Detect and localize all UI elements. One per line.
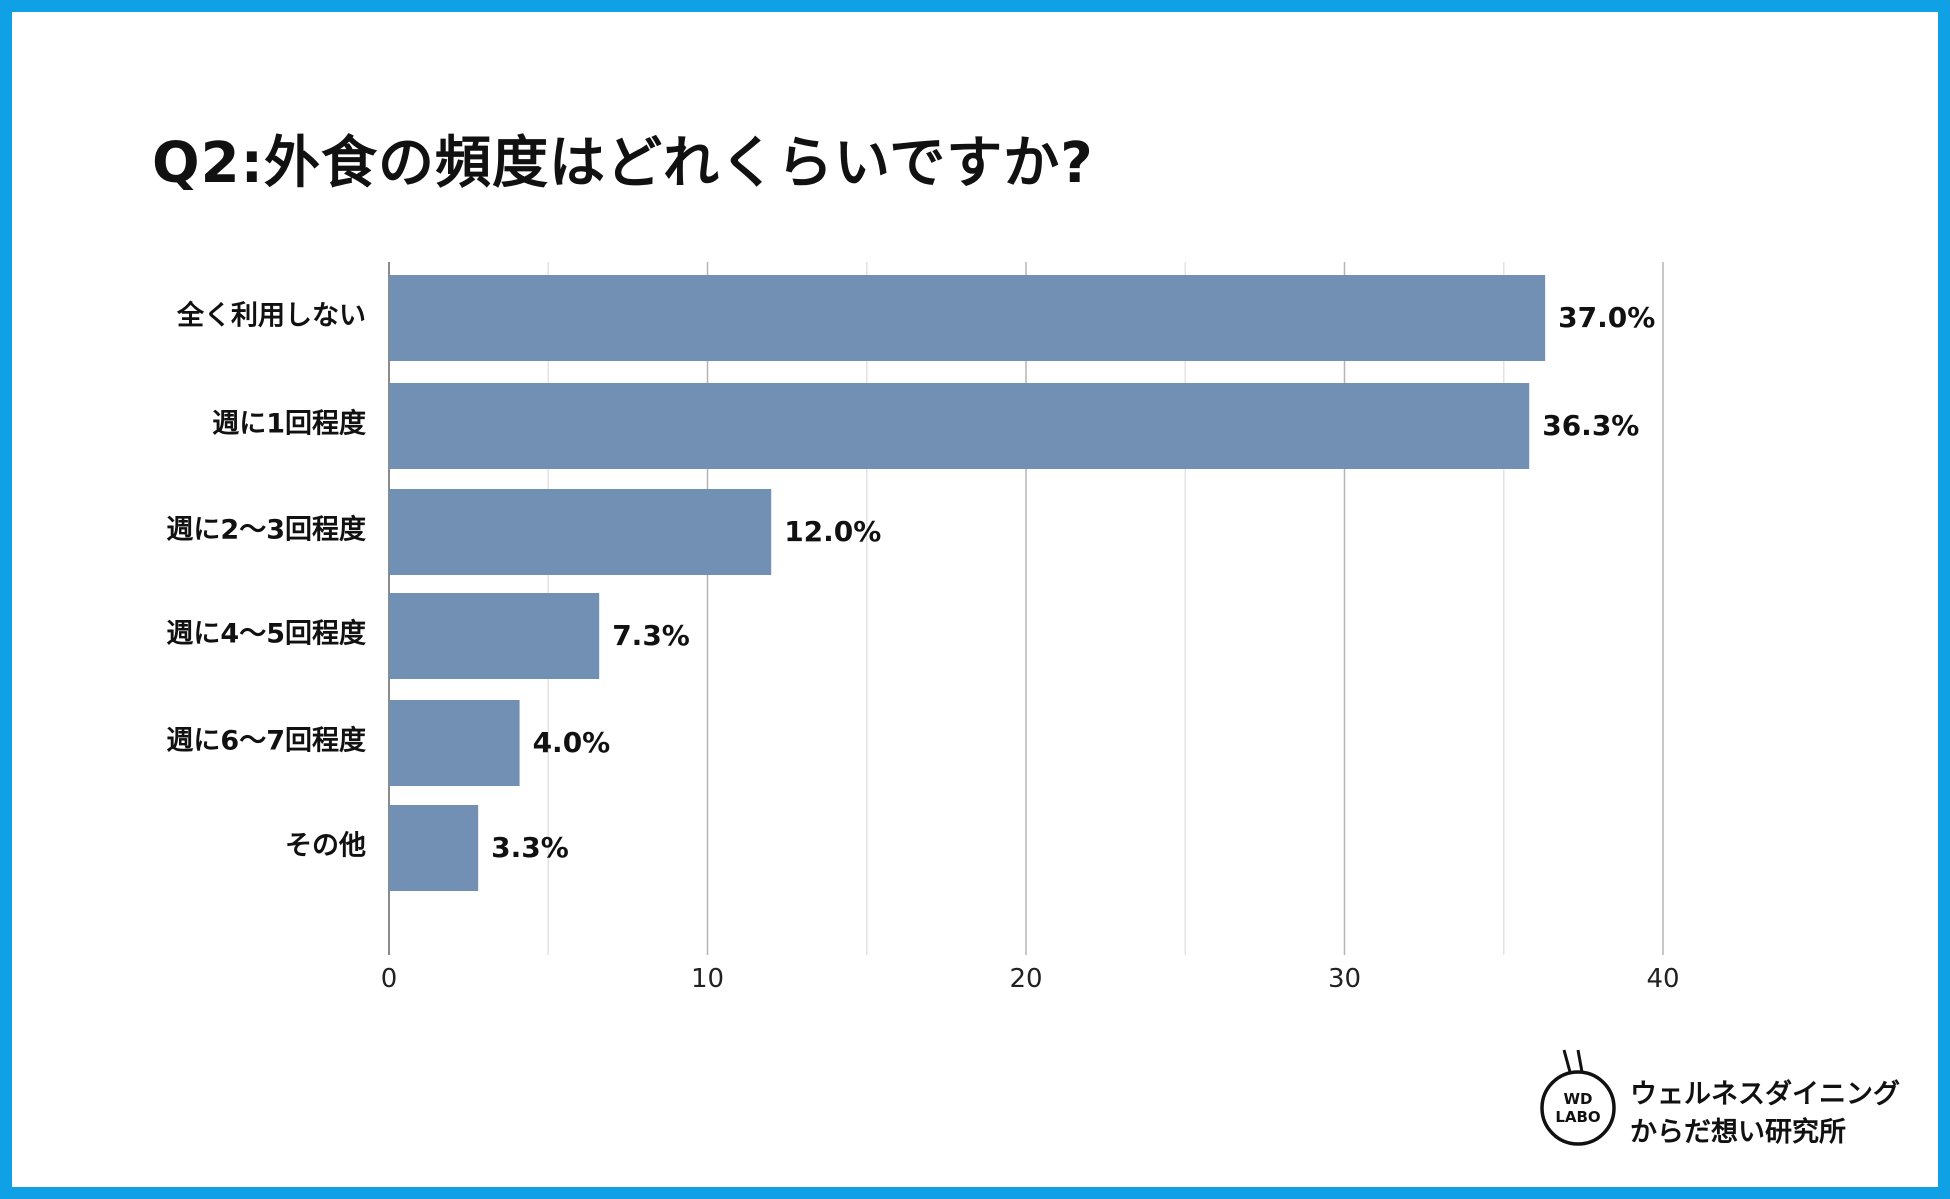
category-label: 全く利用しない — [176, 300, 366, 332]
x-tick-label: 40 — [1646, 964, 1679, 994]
logo-badge-line2: LABO — [1555, 1108, 1600, 1126]
x-tick-label: 10 — [691, 964, 724, 994]
x-tick-label: 0 — [381, 964, 398, 994]
data-label: 7.3% — [612, 619, 690, 652]
flask-logo-icon: WD LABO — [1540, 1049, 1616, 1146]
category-label: 週に2〜3回程度 — [166, 514, 366, 546]
category-label: 週に1回程度 — [212, 408, 366, 440]
x-tick-label: 30 — [1328, 964, 1361, 994]
bar — [389, 700, 520, 786]
data-label: 4.0% — [533, 726, 611, 759]
wd-labo-logo: WD LABO ウェルネスダイニング からだ想い研究所 — [1538, 1048, 1938, 1148]
logo-name-line1: ウェルネスダイニング — [1630, 1079, 1900, 1110]
data-label: 12.0% — [784, 515, 881, 548]
category-label: その他 — [285, 831, 366, 862]
chart-title: Q2:外食の頻度はどれくらいですか? — [152, 131, 1094, 196]
bar — [389, 275, 1546, 361]
data-label: 36.3% — [1542, 409, 1639, 442]
bar — [389, 805, 479, 891]
data-label: 3.3% — [491, 831, 569, 864]
category-label: 週に4〜5回程度 — [166, 618, 366, 650]
logo-badge-line1: WD — [1564, 1090, 1593, 1108]
category-label: 週に6〜7回程度 — [166, 725, 366, 757]
data-label: 37.0% — [1558, 301, 1655, 334]
bar — [389, 593, 600, 679]
logo-name-line2: からだ想い研究所 — [1630, 1117, 1846, 1148]
bar — [389, 383, 1530, 469]
x-tick-label: 20 — [1009, 964, 1042, 994]
bar — [389, 489, 772, 575]
